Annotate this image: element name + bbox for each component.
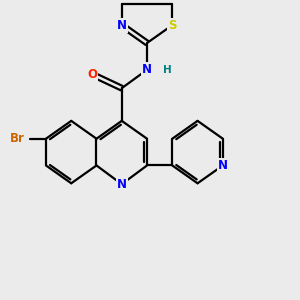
Text: N: N: [142, 63, 152, 76]
Text: N: N: [218, 159, 228, 172]
Text: H: H: [164, 65, 172, 75]
Text: O: O: [87, 68, 97, 81]
Text: N: N: [117, 19, 127, 32]
Text: N: N: [117, 178, 127, 191]
Text: Br: Br: [10, 132, 25, 145]
Text: S: S: [168, 19, 176, 32]
